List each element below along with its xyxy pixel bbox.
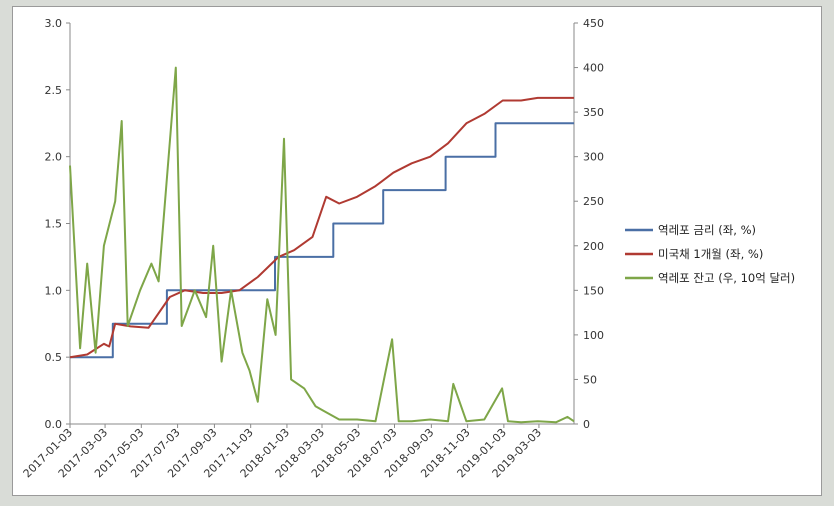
y-right-tick-label: 150 xyxy=(583,284,604,297)
y-right-tick-label: 100 xyxy=(583,329,604,342)
y-right-tick-label: 200 xyxy=(583,240,604,253)
series-line-1 xyxy=(70,122,574,359)
y-right-tick-label: 450 xyxy=(583,17,604,30)
legend-label-1: 역레포 금리 (좌, %) xyxy=(658,223,756,237)
series-group xyxy=(69,66,575,424)
legend-label-3: 역레포 잔고 (우, 10억 달러) xyxy=(658,271,795,285)
series-line-3 xyxy=(69,66,575,424)
legend-label-2: 미국채 1개월 (좌, %) xyxy=(658,247,763,261)
y-left-tick-label: 1.5 xyxy=(45,218,63,231)
series-line-2 xyxy=(69,96,574,359)
y-left-tick-label: 2.0 xyxy=(45,151,63,164)
y-right-tick-label: 350 xyxy=(583,106,604,119)
y-left-tick-label: 0.0 xyxy=(45,418,63,431)
chart-frame: 0.0 0.5 1.0 1.5 2.0 2.5 3.0 0 50 100 150 200 250 300 3… xyxy=(12,6,822,496)
y-right-tick-label: 50 xyxy=(583,373,597,386)
y-right-tick-label: 250 xyxy=(583,195,604,208)
line-chart: 0.0 0.5 1.0 1.5 2.0 2.5 3.0 0 50 100 150 200 250 300 3… xyxy=(21,17,795,480)
y-left-tick-label: 0.5 xyxy=(45,351,63,364)
y-left-tick-label: 1.0 xyxy=(45,284,63,297)
y-left-tick-label: 2.5 xyxy=(45,84,63,97)
y-right-tick-label: 300 xyxy=(583,151,604,164)
axes: 0.0 0.5 1.0 1.5 2.0 2.5 3.0 0 50 100 150 200 250 300 3… xyxy=(21,17,604,480)
y-right-tick-label: 0 xyxy=(583,418,590,431)
y-left-tick-label: 3.0 xyxy=(45,17,63,30)
legend: 역레포 금리 (좌, %) 미국채 1개월 (좌, %) 역레포 잔고 (우, 10… xyxy=(625,223,795,285)
y-right-tick-label: 400 xyxy=(583,62,604,75)
